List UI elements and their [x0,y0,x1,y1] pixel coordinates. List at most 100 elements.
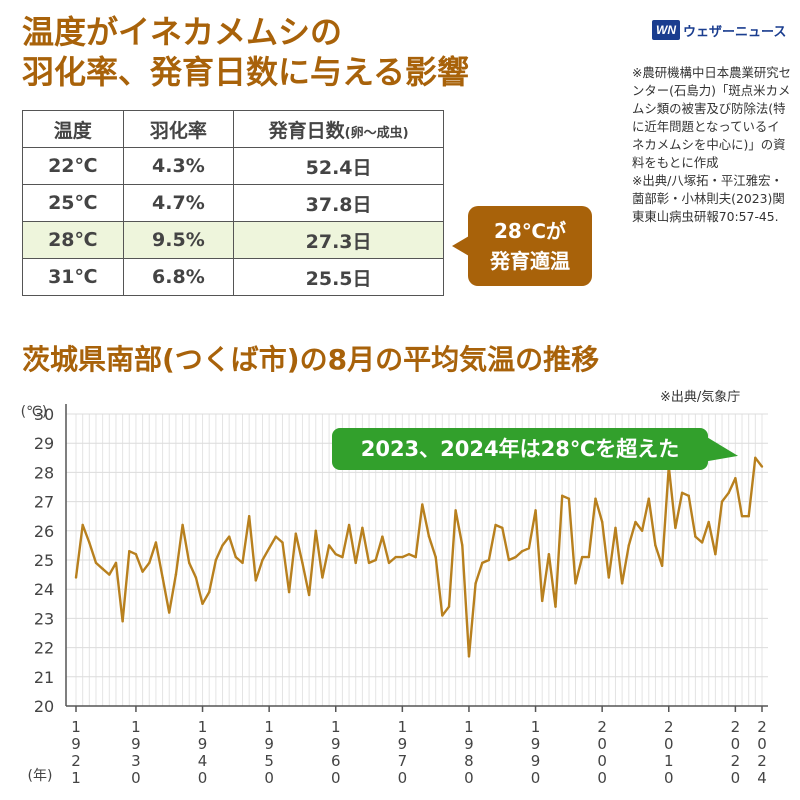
header-days-label: 発育日数 [268,119,345,142]
header-temp: 温度 [22,110,124,148]
data-point [367,561,371,565]
data-point [181,523,184,527]
data-point [108,573,111,576]
data-point [521,550,524,553]
data-point [600,520,604,524]
data-point [654,544,657,547]
table-row: 31℃ 6.8% 25.5日 [22,258,444,296]
data-point [327,544,331,547]
data-point [421,503,424,506]
cell-days: 52.4日 [233,147,444,185]
data-point [274,535,278,538]
data-point [294,532,297,535]
data-point [241,561,244,565]
source-note-1: ※農研機構中日本農業研究センター(石島力)「斑点米カメムシ類の被害及び防除法(特… [632,65,792,170]
y-tick-label: 30 [34,405,54,424]
data-point [720,500,724,503]
cell-temp: 25℃ [22,184,124,222]
cell-temp: 22℃ [22,147,124,185]
record-callout: 2023、2024年は28℃を超えた [332,428,708,470]
data-point [534,509,537,512]
data-point [587,555,591,559]
source-notes: ※農研機構中日本農業研究センター(石島力)「斑点米カメムシ類の被害及び防除法(特… [632,64,792,226]
table-row: 22℃ 4.3% 52.4日 [22,147,444,185]
chart-source: ※出典/気象庁 [660,390,741,405]
data-point [447,605,451,608]
data-point [640,529,644,532]
data-point [394,555,397,559]
data-point [647,497,650,500]
data-point [507,558,511,562]
temperature-effect-table: 温度 羽化率 発育日数(卵〜成虫) 22℃ 4.3% 52.4日 25℃ 4.7… [22,110,444,296]
data-point [427,535,431,538]
data-point [714,552,717,556]
data-point [580,555,584,559]
data-point [660,564,664,568]
data-point [627,544,630,547]
data-point [754,456,757,459]
data-point [674,526,677,530]
data-point [381,535,384,538]
cell-days: 27.3日 [233,221,444,259]
cell-rate: 4.3% [122,147,235,185]
y-tick-label: 24 [34,580,54,599]
cell-rate: 9.5% [122,221,235,259]
y-tick-label: 29 [34,434,54,453]
table-row: 25℃ 4.7% 37.8日 [22,184,444,222]
data-point [121,620,124,623]
x-axis-unit: (年) [28,768,53,784]
data-point [734,477,737,480]
data-point [401,555,404,559]
bubble-line2: 発育適温 [490,249,570,273]
data-point [700,541,704,544]
page-title-line1: 温度がイネカメムシの [22,13,343,51]
source-note-2: ※出典/八塚拓・平江雅宏・薗部彰・小林則夫(2023)関東東山病虫研報70:57… [632,173,785,224]
table-row-highlight: 28℃ 9.5% 27.3日 [22,221,444,259]
data-point [634,520,637,524]
y-tick-label: 21 [34,668,54,687]
data-point [94,561,98,565]
data-point [188,561,191,565]
data-point [567,497,571,500]
data-point [141,570,144,573]
data-point [161,576,164,579]
logo-text: ウェザーニュース [683,24,787,40]
y-tick-label: 22 [34,639,54,658]
data-point [441,614,444,617]
data-point [694,535,697,538]
data-point [740,515,744,518]
data-point [287,590,291,594]
data-point [174,573,178,576]
y-tick-label: 20 [34,697,54,716]
data-point [341,555,344,559]
data-point [334,552,337,556]
y-tick-label: 26 [34,522,54,541]
data-point [208,590,211,594]
cell-rate: 6.8% [122,258,235,296]
data-point [554,605,557,608]
data-point [487,558,491,562]
data-point [267,547,271,550]
chart-title: 茨城県南部(つくば市)の8月の平均気温の推移 [22,343,600,376]
logo-mark: WN [652,20,680,40]
data-point [148,561,151,565]
data-point [707,520,710,524]
data-point [301,561,304,565]
data-point [467,655,471,658]
cell-days: 37.8日 [233,184,444,222]
data-point [594,497,597,500]
data-point [81,523,84,527]
data-point [454,509,457,512]
data-point [607,576,611,579]
data-point [281,541,284,544]
optimal-temp-bubble: 28℃が 発育適温 [452,206,592,286]
